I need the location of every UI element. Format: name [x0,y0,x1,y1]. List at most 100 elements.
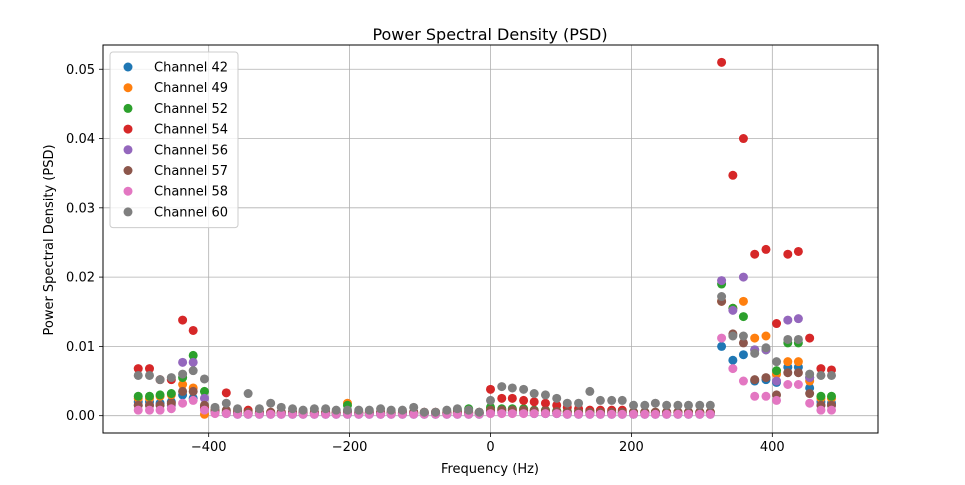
data-point [805,389,815,399]
data-point [199,374,209,384]
data-point [221,388,231,398]
data-point [640,400,650,410]
data-point [827,391,836,401]
data-point [574,409,584,419]
data-point [166,404,176,414]
data-point [243,389,253,399]
chart-title: Power Spectral Density (PSD) [372,25,607,44]
data-point [288,404,298,414]
data-point [816,391,826,401]
data-point [738,376,748,386]
data-point [540,398,550,408]
legend-label: Channel 57 [154,164,228,179]
data-point [805,369,815,379]
data-point [816,370,826,380]
data-point [386,405,396,415]
data-point [695,400,705,410]
data-point [650,409,660,419]
data-point [816,405,826,415]
data-point [133,370,143,380]
data-point [266,409,276,419]
data-point [155,405,165,415]
data-point [210,409,220,419]
data-point [793,314,803,324]
data-point [497,382,507,392]
legend-marker [123,103,133,113]
data-point [507,383,517,393]
data-point [683,400,693,410]
data-point [673,400,683,410]
data-point [452,404,462,414]
data-point [178,380,188,389]
data-point [761,343,771,353]
data-point [133,405,143,415]
data-point [793,368,803,378]
y-tick-label: 0.01 [66,340,95,355]
data-point [728,331,738,341]
legend-marker [123,145,133,155]
data-point [210,402,220,412]
data-point [309,404,319,414]
data-point [188,350,198,360]
legend-label: Channel 52 [154,102,228,117]
legend-label: Channel 49 [154,81,228,96]
data-point [486,384,495,394]
data-point [738,272,748,282]
data-point [497,393,507,403]
data-point [474,407,484,417]
data-point [783,249,793,259]
data-point [705,409,715,419]
data-point [155,375,165,385]
data-point [540,390,550,400]
x-axis-ticks: −400 −200 0 200 400 [191,433,785,455]
data-point [233,404,243,414]
data-point [761,373,771,383]
legend-box [109,51,239,229]
data-point [298,405,308,415]
data-point [783,334,793,344]
data-point [529,389,539,399]
data-point [827,405,836,415]
x-tick-label: 200 [619,440,644,455]
data-point [519,409,529,419]
data-point [552,409,562,419]
data-point [519,395,529,405]
data-point [507,393,517,403]
data-point [397,405,407,415]
series-channel-60 [133,292,836,417]
data-points [133,57,836,419]
data-point [145,370,154,380]
data-point [562,398,572,408]
data-point [595,395,605,405]
data-point [607,409,617,419]
data-point [562,409,572,419]
data-point [617,409,627,419]
data-point [133,364,143,374]
data-point [552,393,562,403]
data-point [529,409,539,419]
data-point [178,398,188,408]
legend-marker [123,62,133,72]
y-tick-label: 0.02 [66,271,95,286]
x-tick-label: 400 [760,440,785,455]
data-point [761,244,771,254]
data-point [805,333,815,343]
data-point [155,390,165,400]
legend-label: Channel 54 [154,123,228,138]
data-point [750,348,760,358]
data-point [772,357,782,367]
data-point [133,391,143,401]
y-tick-label: 0.05 [66,63,95,78]
data-point [738,312,748,322]
y-axis-label: Power Spectral Density (PSD) [42,144,57,335]
data-point [497,409,507,419]
data-point [607,395,617,405]
data-point [409,402,419,412]
y-axis-ticks: 0.00 0.01 0.02 0.03 0.04 0.05 [66,63,103,424]
data-point [772,319,782,329]
data-point [188,386,198,396]
data-point [188,395,198,405]
data-point [254,404,264,414]
data-point [585,409,595,419]
